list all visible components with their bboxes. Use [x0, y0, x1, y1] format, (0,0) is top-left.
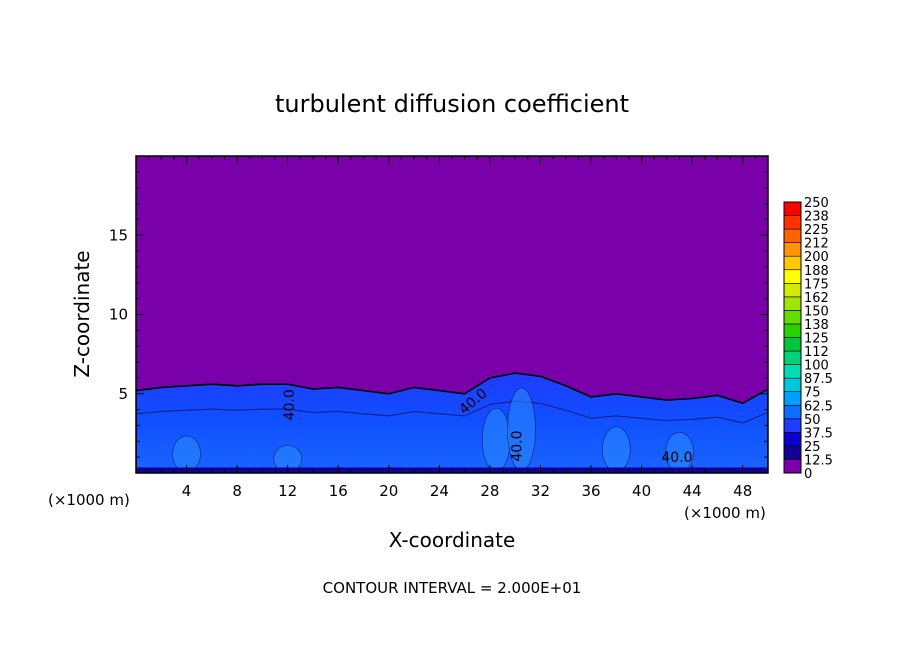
x-tick-label: 4 [182, 482, 192, 500]
eddy-plume [601, 426, 631, 473]
contour-label: 40.0 [661, 450, 692, 466]
colorbar-swatch [783, 445, 802, 460]
x-tick-label: 8 [232, 482, 242, 500]
y-tick-label: 10 [109, 306, 128, 324]
colorbar-level-label: 12.5 [804, 453, 833, 468]
colorbar-level-label: 0 [804, 467, 812, 482]
plot-area: 40.0 40.040.0 40.0 [135, 155, 769, 474]
contour-line-inner [136, 400, 768, 467]
colorbar-level-label: 212 [804, 237, 829, 252]
colorbar-level-label: 37.5 [804, 426, 833, 441]
x-tick-label: 12 [278, 482, 297, 500]
colorbar-level-label: 175 [804, 277, 829, 292]
colorbar-level-label: 62.5 [804, 399, 833, 414]
colorbar-level-label: 25 [804, 440, 821, 455]
colorbar-swatch [783, 377, 802, 392]
colorbar-swatch [783, 404, 802, 420]
colorbar-frame [783, 201, 802, 474]
colorbar-level-label: 112 [804, 345, 829, 360]
x-tick-label: 16 [329, 482, 348, 500]
contour-label: 40.0 [282, 389, 298, 420]
contour-label: 40.0 [510, 430, 526, 461]
colorbar-level-label: 150 [804, 304, 829, 319]
colorbar: 012.52537.55062.57587.510011212513815016… [783, 196, 833, 482]
chart-title: turbulent diffusion coefficient [275, 90, 629, 118]
x-tick-label: 48 [733, 482, 752, 500]
contour-interval-note: CONTOUR INTERVAL = 2.000E+01 [323, 579, 582, 597]
colorbar-level-label: 50 [804, 413, 821, 428]
colorbar-level-label: 75 [804, 386, 821, 401]
colorbar-swatch [783, 364, 802, 379]
y-axis-label: Z-coordinate [70, 250, 94, 377]
x-unit-label-left: (×1000 m) [48, 491, 130, 509]
x-tick-label: 24 [430, 482, 449, 500]
colorbar-level-label: 225 [804, 223, 829, 238]
colorbar-swatch [783, 242, 802, 257]
x-tick-label: 44 [683, 482, 702, 500]
colorbar-swatch [783, 228, 802, 243]
y-tick-label: 5 [118, 385, 128, 403]
colorbar-level-label: 200 [804, 250, 829, 265]
colorbar-swatch [783, 459, 802, 474]
colorbar-swatch [783, 350, 802, 365]
colorbar-swatch [783, 215, 802, 230]
colorbar-swatch [783, 296, 802, 311]
colorbar-swatch [783, 323, 802, 338]
colorbar-swatch [783, 310, 802, 325]
x-tick-label: 36 [581, 482, 600, 500]
colorbar-level-label: 238 [804, 210, 829, 225]
y-tick-label: 15 [109, 226, 128, 244]
colorbar-level-label: 162 [804, 291, 829, 306]
colorbar-swatch [783, 269, 802, 284]
colorbar-level-label: 250 [804, 196, 829, 211]
colorbar-swatch [783, 432, 802, 447]
colorbar-level-label: 100 [804, 359, 829, 374]
colorbar-level-label: 138 [804, 318, 829, 333]
x-axis: 4 8 12 16 20 24 28 32 36 40 44 48 [135, 156, 769, 500]
x-tick-label: 32 [531, 482, 550, 500]
colorbar-swatch [783, 282, 802, 298]
x-axis-label: X-coordinate [389, 528, 516, 552]
colorbar-swatch [783, 418, 802, 433]
x-tick-label: 20 [379, 482, 398, 500]
x-unit-label-right: (×1000 m) [684, 504, 766, 522]
eddy-plume [481, 407, 511, 472]
colorbar-swatch [783, 255, 802, 271]
colorbar-level-label: 188 [804, 264, 829, 279]
colorbar-swatch [783, 391, 802, 406]
colorbar-swatch [783, 201, 802, 216]
colorbar-swatch [783, 337, 802, 352]
colorbar-level-label: 125 [804, 332, 829, 347]
y-axis: 5 10 15 [109, 155, 768, 474]
colorbar-level-label: 87.5 [804, 372, 833, 387]
x-tick-label: 28 [480, 482, 499, 500]
x-tick-label: 40 [632, 482, 651, 500]
